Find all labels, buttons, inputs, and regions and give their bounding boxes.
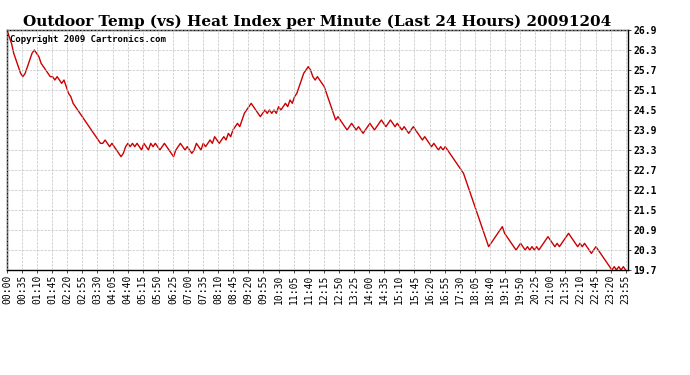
Text: Copyright 2009 Cartronics.com: Copyright 2009 Cartronics.com bbox=[10, 35, 166, 44]
Title: Outdoor Temp (vs) Heat Index per Minute (Last 24 Hours) 20091204: Outdoor Temp (vs) Heat Index per Minute … bbox=[23, 15, 611, 29]
